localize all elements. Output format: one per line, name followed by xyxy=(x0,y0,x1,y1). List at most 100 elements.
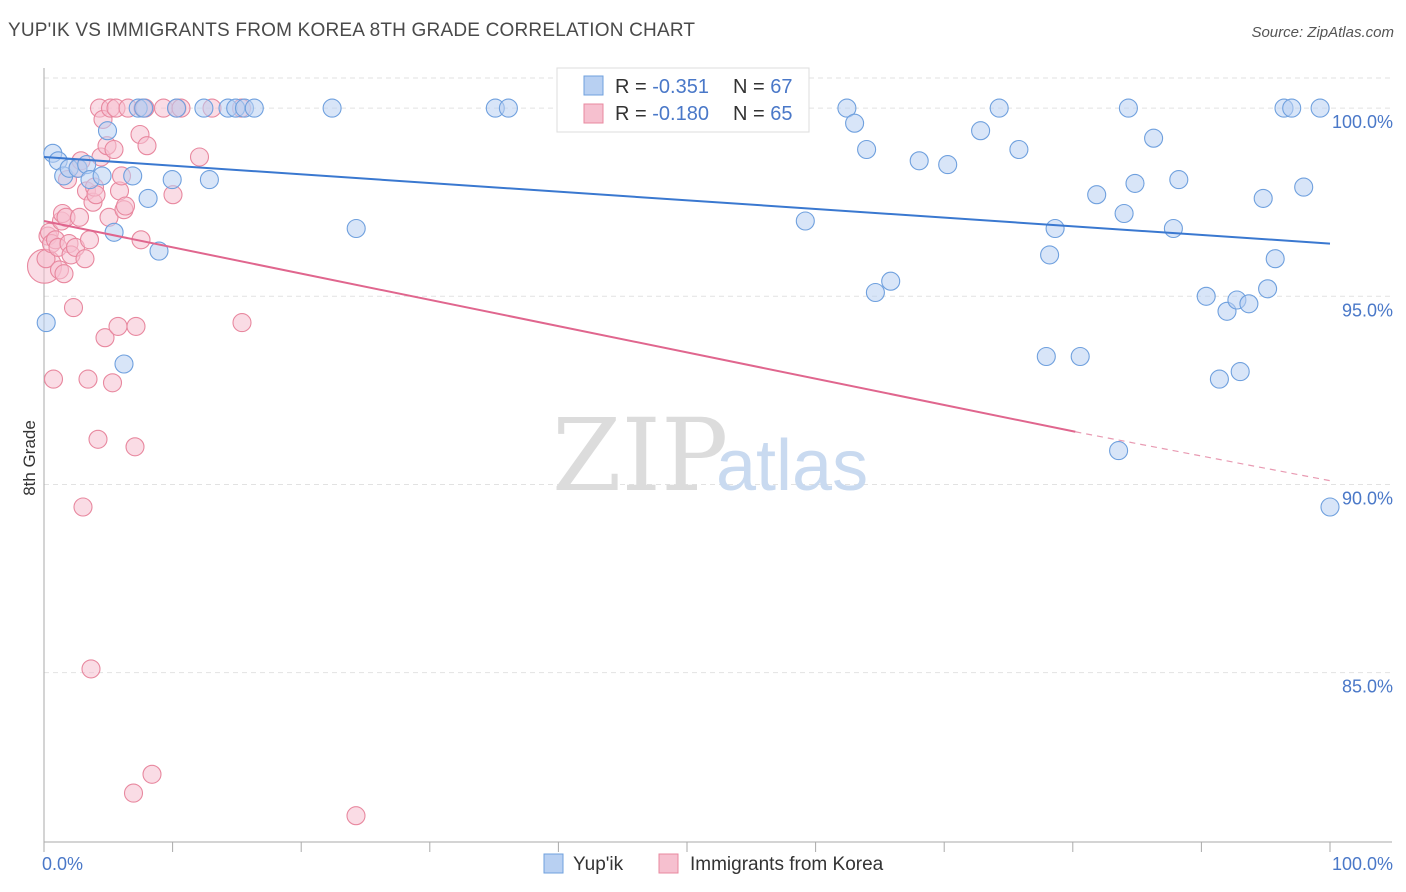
point-yupik-18 xyxy=(166,98,187,118)
watermark-atlas: atlas xyxy=(716,426,868,506)
stats-n-value-korea: 65 xyxy=(770,103,792,125)
svg-text:R = -0.180: R = -0.180 xyxy=(615,103,709,125)
point-yupik-15 xyxy=(134,98,154,118)
point-korea-19 xyxy=(69,207,90,227)
point-yupik-61 xyxy=(1230,362,1250,382)
point-korea-26 xyxy=(81,659,101,679)
y-axis-label: 8th Grade xyxy=(20,420,39,496)
point-yupik-16 xyxy=(149,241,169,261)
point-yupik-37 xyxy=(857,139,877,160)
chart-title: YUP'IK VS IMMIGRANTS FROM KOREA 8TH GRAD… xyxy=(8,20,696,41)
point-yupik-45 xyxy=(1036,346,1056,367)
point-yupik-63 xyxy=(1253,188,1273,208)
point-yupik-10 xyxy=(104,222,124,242)
stats-legend-swatch-korea xyxy=(583,103,604,124)
stats-r-label-korea: R = xyxy=(615,103,652,125)
point-yupik-52 xyxy=(1118,98,1138,118)
point-yupik-19 xyxy=(194,98,214,118)
point-korea-30 xyxy=(88,429,108,449)
point-yupik-35 xyxy=(837,98,857,118)
point-yupik-50 xyxy=(1109,441,1129,461)
point-yupik-12 xyxy=(123,166,143,186)
point-yupik-41 xyxy=(938,155,958,175)
x-tick-label-1: 100.0% xyxy=(1332,854,1393,874)
svg-text:N = 67: N = 67 xyxy=(733,76,793,98)
stats-r-value-korea: -0.180 xyxy=(652,103,709,125)
point-korea-38 xyxy=(102,373,123,393)
stats-legend-swatch-yupik xyxy=(583,75,604,96)
svg-text:R = -0.351: R = -0.351 xyxy=(615,76,709,98)
point-yupik-28 xyxy=(498,98,518,118)
stats-r-label-yupik: R = xyxy=(615,76,652,98)
point-yupik-20 xyxy=(199,170,219,190)
point-yupik-57 xyxy=(1196,286,1216,306)
point-korea-11 xyxy=(54,264,74,284)
stats-legend: R = -0.351 N = 67 R = -0.180 N = 65 xyxy=(556,67,810,133)
point-korea-16 xyxy=(63,298,84,318)
point-yupik-69 xyxy=(1310,98,1330,118)
point-yupik-26 xyxy=(346,218,366,239)
stats-n-label-yupik: N = xyxy=(733,76,770,98)
point-korea-49 xyxy=(126,316,146,336)
point-korea-47 xyxy=(123,783,144,803)
y-tick-labels: 100.0% 95.0% 90.0% 85.0% xyxy=(1332,112,1393,697)
point-yupik-51 xyxy=(1114,203,1134,224)
watermark: ZIP atlas xyxy=(552,397,868,514)
point-korea-5 xyxy=(43,369,64,389)
point-yupik-38 xyxy=(865,282,885,303)
point-korea-24 xyxy=(78,369,98,389)
point-yupik-9 xyxy=(97,121,118,141)
legend-label-korea: Immigrants from Korea xyxy=(690,854,884,875)
point-yupik-70 xyxy=(1320,497,1340,517)
point-yupik-68 xyxy=(1294,177,1314,197)
legend-label-yupik: Yup'ik xyxy=(573,854,624,875)
point-korea-41 xyxy=(108,316,128,336)
point-yupik-8 xyxy=(92,166,112,186)
point-yupik-53 xyxy=(1125,173,1145,193)
point-korea-55 xyxy=(142,764,162,784)
point-yupik-54 xyxy=(1144,128,1164,148)
point-yupik-49 xyxy=(1087,185,1107,205)
stats-n-value-yupik: 67 xyxy=(770,76,792,98)
point-yupik-47 xyxy=(1045,218,1065,239)
watermark-zip: ZIP xyxy=(552,397,728,514)
point-korea-45 xyxy=(115,196,136,216)
point-yupik-11 xyxy=(114,354,134,374)
trend-line-korea xyxy=(43,220,1076,433)
y-tick-label-0: 100.0% xyxy=(1332,112,1393,132)
point-yupik-44 xyxy=(1009,139,1029,160)
stats-r-value-yupik: -0.351 xyxy=(652,76,709,98)
point-korea-25 xyxy=(79,230,100,250)
point-yupik-65 xyxy=(1265,249,1285,269)
point-yupik-55 xyxy=(1163,218,1183,239)
point-korea-22 xyxy=(75,249,95,269)
point-korea-54 xyxy=(137,136,157,156)
point-yupik-24 xyxy=(244,98,264,118)
series-korea-points xyxy=(26,98,366,826)
point-korea-63 xyxy=(232,313,252,333)
trend-lines xyxy=(43,156,1331,482)
point-yupik-67 xyxy=(1282,98,1302,118)
point-yupik-36 xyxy=(845,113,865,133)
point-korea-60 xyxy=(189,147,210,167)
svg-text:N = 65: N = 65 xyxy=(733,103,793,125)
chart-source: Source: ZipAtlas.com xyxy=(1251,24,1394,41)
point-yupik-40 xyxy=(909,151,929,171)
point-yupik-13 xyxy=(138,188,158,208)
point-korea-21 xyxy=(73,497,93,517)
point-yupik-42 xyxy=(971,121,991,141)
y-tick-label-3: 85.0% xyxy=(1342,677,1393,697)
point-yupik-39 xyxy=(881,271,901,291)
point-korea-34 xyxy=(95,328,115,348)
x-tick-label-0: 0.0% xyxy=(42,854,83,874)
axes xyxy=(43,68,1392,852)
point-yupik-48 xyxy=(1070,346,1090,367)
point-korea-39 xyxy=(104,139,124,160)
y-tick-label-1: 95.0% xyxy=(1342,300,1393,320)
grid-lines xyxy=(44,77,1392,674)
trend-line-yupik xyxy=(43,156,1331,245)
series-legend: Yup'ik Immigrants from Korea xyxy=(543,853,884,875)
legend-swatch-yupik xyxy=(543,853,564,874)
legend-swatch-korea xyxy=(658,853,679,874)
point-yupik-0 xyxy=(36,313,56,333)
